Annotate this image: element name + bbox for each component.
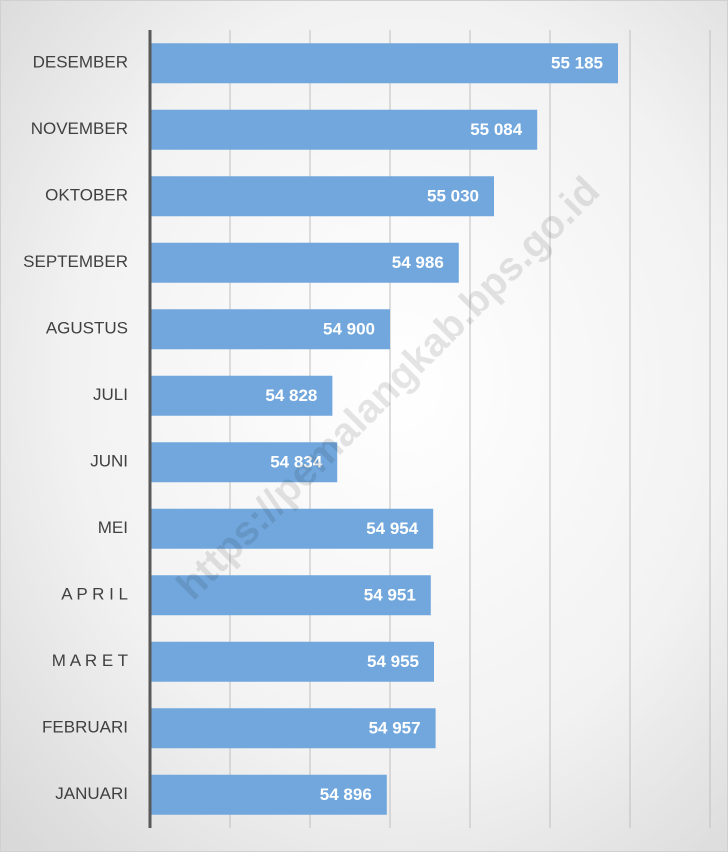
category-label: FEBRUARI bbox=[42, 718, 128, 737]
bar bbox=[150, 375, 333, 416]
value-label: 54 986 bbox=[392, 253, 444, 272]
bar bbox=[150, 176, 494, 217]
bar bbox=[150, 508, 434, 549]
category-label: AGUSTUS bbox=[46, 319, 128, 338]
value-label: 54 896 bbox=[320, 785, 372, 804]
category-label: JANUARI bbox=[55, 784, 128, 803]
bar bbox=[150, 242, 459, 283]
value-label: 54 955 bbox=[367, 652, 419, 671]
bar bbox=[150, 442, 338, 483]
bar bbox=[150, 109, 538, 150]
category-label: DESEMBER bbox=[33, 53, 128, 72]
value-label: 54 900 bbox=[323, 320, 375, 339]
bar bbox=[150, 641, 434, 682]
value-label: 55 185 bbox=[551, 54, 603, 73]
value-label: 54 954 bbox=[366, 519, 419, 538]
category-label: NOVEMBER bbox=[31, 119, 128, 138]
bar bbox=[150, 309, 390, 350]
category-label: A P R I L bbox=[61, 585, 128, 604]
bar bbox=[150, 43, 618, 84]
category-label: SEPTEMBER bbox=[23, 252, 128, 271]
category-label: M A R E T bbox=[52, 651, 128, 670]
category-label: OKTOBER bbox=[45, 186, 128, 205]
category-label: JULI bbox=[93, 385, 128, 404]
bar bbox=[150, 708, 436, 749]
bar bbox=[150, 774, 387, 815]
value-label: 55 084 bbox=[470, 120, 523, 139]
bar bbox=[150, 575, 431, 616]
bars: DESEMBER 55 185 NOVEMBER 55 084 OKTOBER 55 03… bbox=[23, 43, 618, 815]
value-label: 55 030 bbox=[427, 187, 479, 206]
value-label: 54 834 bbox=[270, 453, 323, 472]
category-label: JUNI bbox=[90, 452, 128, 471]
value-label: 54 957 bbox=[369, 719, 421, 738]
value-label: 54 828 bbox=[265, 386, 317, 405]
category-label: MEI bbox=[98, 518, 128, 537]
value-label: 54 951 bbox=[364, 586, 416, 605]
